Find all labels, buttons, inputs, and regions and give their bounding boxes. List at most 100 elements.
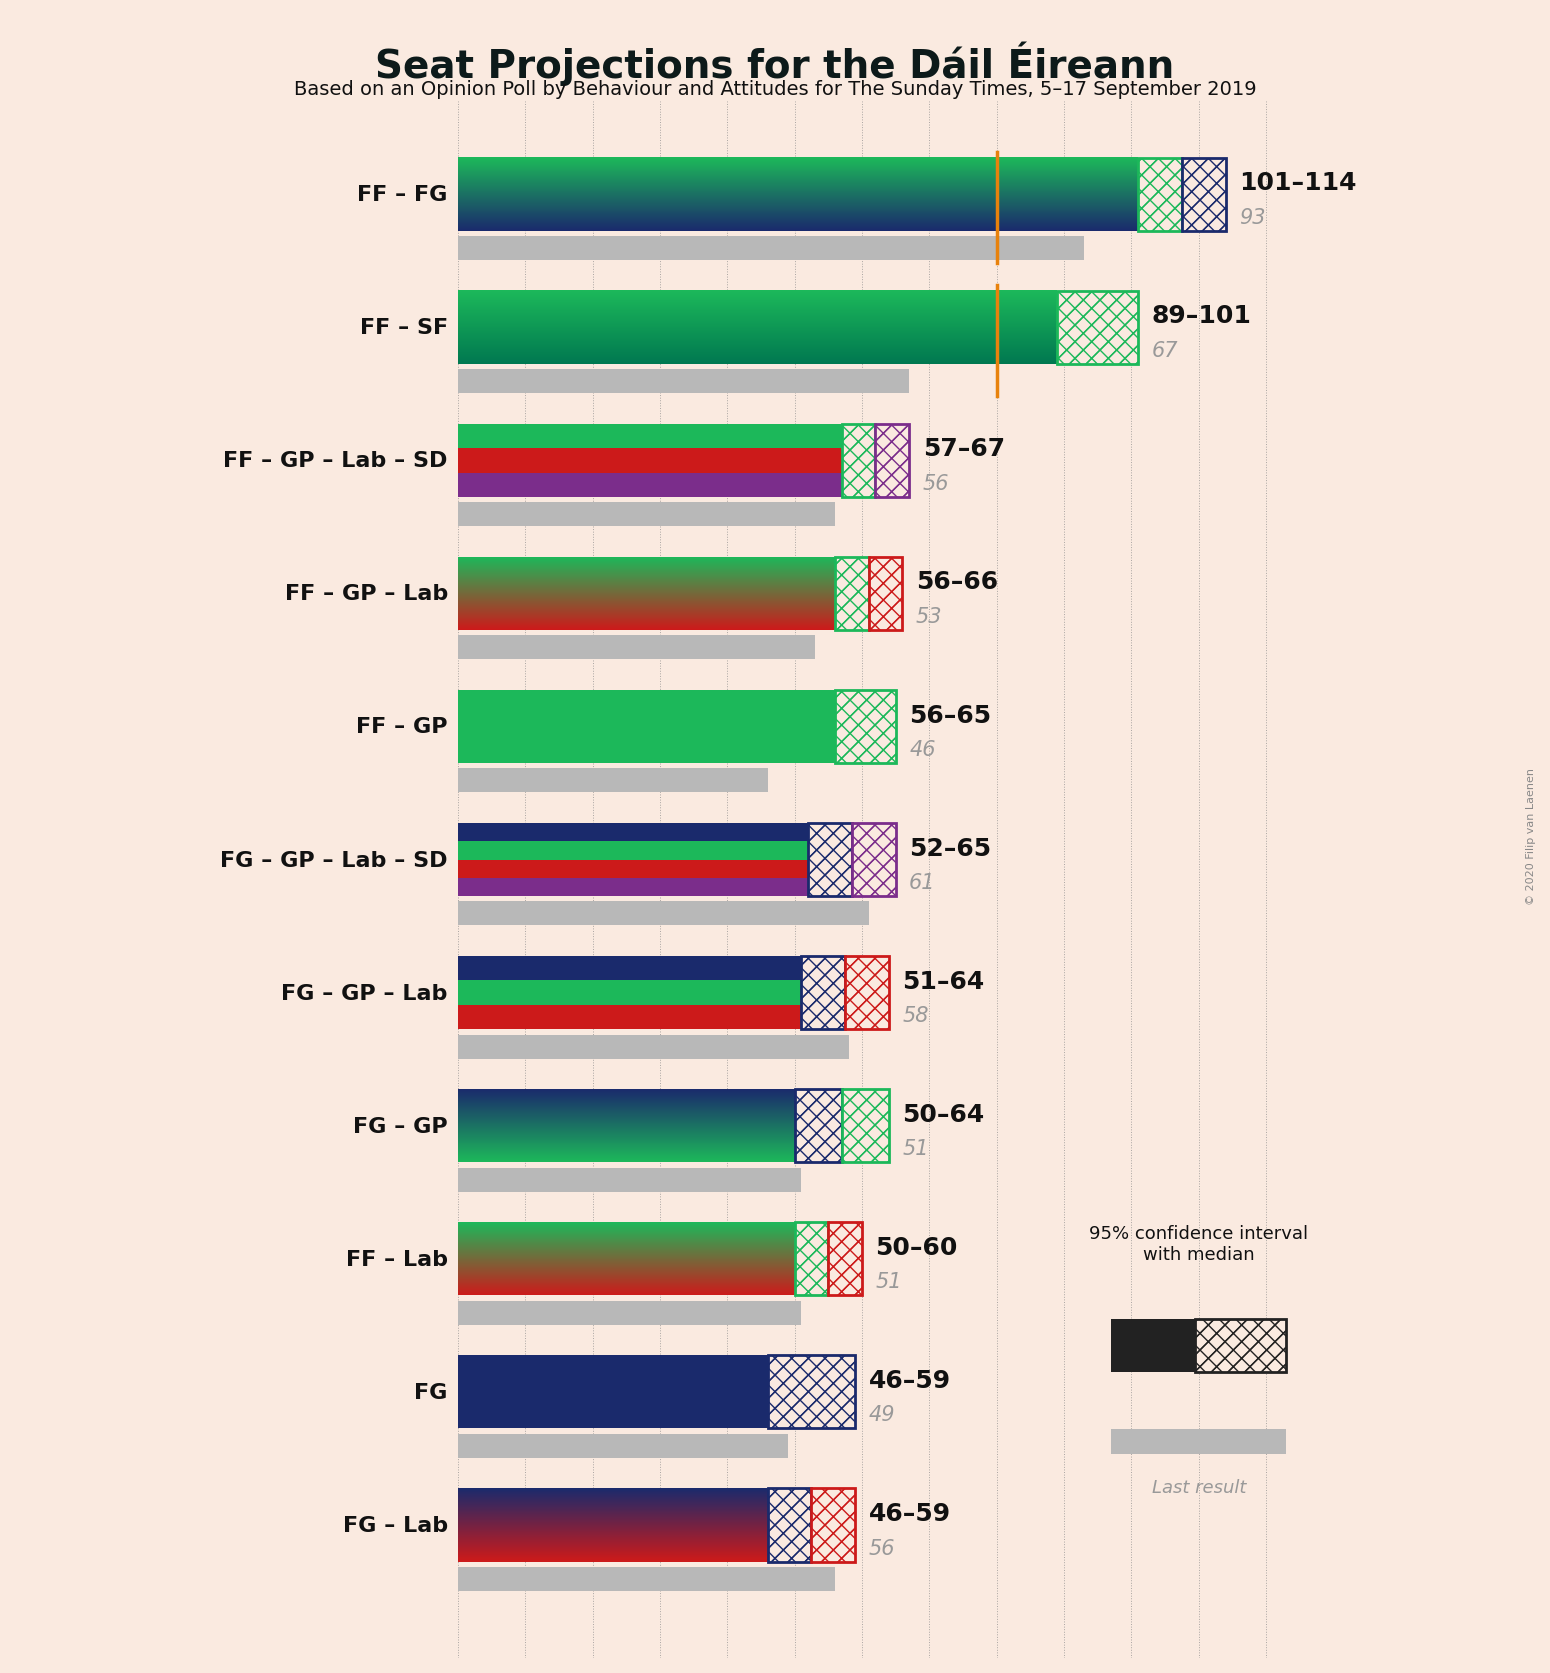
Bar	[845, 957, 890, 1029]
Bar	[812, 1489, 856, 1561]
Bar	[457, 878, 808, 897]
Bar	[457, 902, 868, 925]
Text: 46: 46	[910, 739, 936, 760]
Bar	[1195, 1318, 1286, 1372]
Text: FG – Lab: FG – Lab	[343, 1516, 448, 1536]
Bar	[1195, 1318, 1286, 1372]
Bar	[457, 1434, 787, 1457]
Bar	[457, 473, 842, 497]
Bar	[457, 691, 835, 763]
Text: 56: 56	[868, 1537, 896, 1558]
Text: Seat Projections for the Dáil Éireann: Seat Projections for the Dáil Éireann	[375, 42, 1175, 87]
Text: Last result: Last result	[1152, 1479, 1246, 1496]
Bar	[795, 1089, 842, 1163]
Bar	[842, 1089, 890, 1163]
Bar	[767, 1489, 812, 1561]
Text: 46–59: 46–59	[868, 1501, 950, 1526]
Bar	[828, 1223, 862, 1295]
Text: 50–64: 50–64	[902, 1103, 984, 1126]
Text: 53: 53	[916, 607, 942, 627]
Bar	[1183, 159, 1226, 231]
Bar	[1183, 159, 1226, 231]
Text: FG: FG	[414, 1382, 448, 1402]
Text: FF – GP – Lab – SD: FF – GP – Lab – SD	[223, 452, 448, 472]
Text: FG – GP: FG – GP	[353, 1116, 448, 1136]
Text: 67: 67	[1152, 341, 1178, 361]
Bar	[457, 636, 815, 659]
Bar	[808, 823, 853, 897]
Text: 56: 56	[922, 473, 949, 494]
Bar	[801, 957, 845, 1029]
Text: 56–65: 56–65	[910, 703, 992, 728]
Text: 56–66: 56–66	[916, 570, 998, 594]
Bar	[457, 425, 842, 448]
Text: 49: 49	[868, 1405, 896, 1425]
Bar	[1111, 1429, 1286, 1454]
Bar	[457, 1302, 801, 1325]
Bar	[1138, 159, 1183, 231]
Bar	[842, 425, 876, 497]
Bar	[853, 823, 896, 897]
Text: 89–101: 89–101	[1152, 304, 1251, 328]
Bar	[795, 1089, 842, 1163]
Bar	[845, 957, 890, 1029]
Bar	[767, 1355, 856, 1429]
Text: 50–60: 50–60	[876, 1235, 958, 1260]
Bar	[835, 557, 868, 631]
Bar	[828, 1223, 862, 1295]
Text: FF – FG: FF – FG	[358, 186, 448, 206]
Text: 46–59: 46–59	[868, 1369, 950, 1392]
Bar	[1138, 159, 1183, 231]
Bar	[808, 823, 853, 897]
Bar	[457, 842, 808, 860]
Text: 93: 93	[1238, 207, 1266, 228]
Bar	[1111, 1318, 1195, 1372]
Text: 51: 51	[902, 1139, 928, 1159]
Bar	[1057, 291, 1138, 365]
Bar	[842, 425, 876, 497]
Text: 51: 51	[876, 1271, 902, 1292]
Bar	[457, 860, 808, 878]
Text: FF – GP – Lab: FF – GP – Lab	[285, 584, 448, 604]
Bar	[795, 1223, 828, 1295]
Text: 61: 61	[910, 873, 936, 893]
Bar	[457, 1036, 848, 1059]
Text: Based on an Opinion Poll by Behaviour and Attitudes for The Sunday Times, 5–17 S: Based on an Opinion Poll by Behaviour an…	[293, 80, 1257, 99]
Bar	[457, 1005, 801, 1029]
Bar	[1057, 291, 1138, 365]
Bar	[835, 557, 868, 631]
Text: FG – GP – Lab – SD: FG – GP – Lab – SD	[220, 850, 448, 870]
Bar	[457, 770, 767, 793]
Bar	[767, 1489, 812, 1561]
Bar	[457, 504, 835, 527]
Bar	[457, 980, 801, 1005]
Bar	[767, 1355, 856, 1429]
Text: 52–65: 52–65	[910, 836, 992, 860]
Text: 57–67: 57–67	[922, 437, 1004, 462]
Text: © 2020 Filip van Laenen: © 2020 Filip van Laenen	[1527, 768, 1536, 905]
Text: FF – Lab: FF – Lab	[346, 1250, 448, 1270]
Bar	[812, 1489, 856, 1561]
Bar	[457, 238, 1085, 261]
Text: FG – GP – Lab: FG – GP – Lab	[282, 984, 448, 1004]
Bar	[457, 370, 910, 393]
Text: FF – GP: FF – GP	[356, 718, 448, 738]
Text: 58: 58	[902, 1005, 928, 1026]
Bar	[457, 1568, 835, 1591]
Bar	[457, 448, 842, 473]
Bar	[835, 691, 896, 763]
Text: 95% confidence interval
with median: 95% confidence interval with median	[1090, 1225, 1308, 1263]
Bar	[801, 957, 845, 1029]
Bar	[835, 691, 896, 763]
Bar	[853, 823, 896, 897]
Bar	[868, 557, 902, 631]
Text: 101–114: 101–114	[1238, 171, 1356, 196]
Bar	[457, 1355, 767, 1429]
Bar	[795, 1223, 828, 1295]
Bar	[876, 425, 910, 497]
Bar	[868, 557, 902, 631]
Bar	[876, 425, 910, 497]
Bar	[842, 1089, 890, 1163]
Bar	[457, 823, 808, 842]
Bar	[457, 957, 801, 980]
